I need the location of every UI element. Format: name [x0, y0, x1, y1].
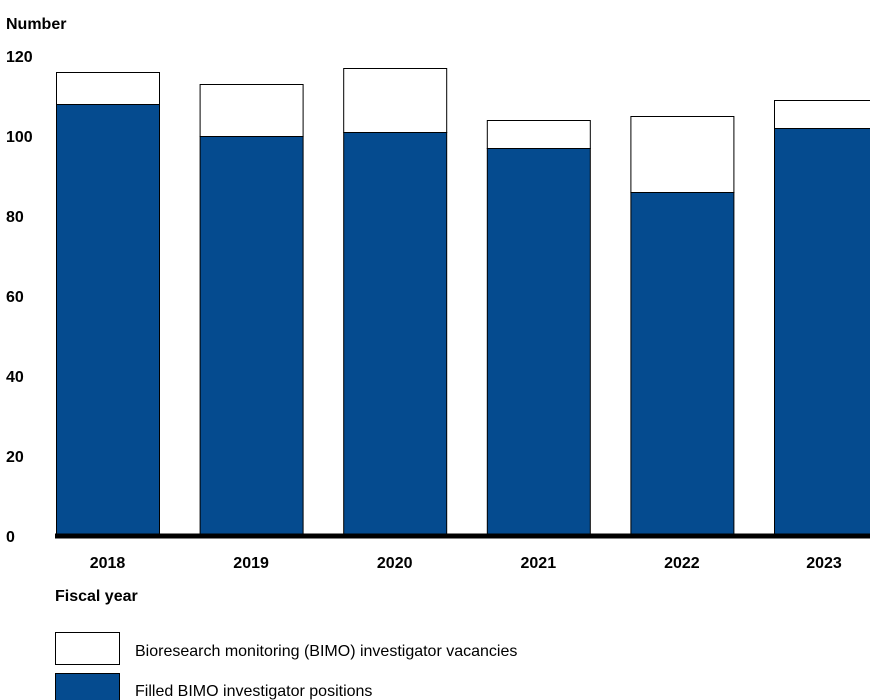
bar-vacancies	[343, 68, 448, 133]
legend-item-filled: Filled BIMO investigator positions	[55, 673, 372, 700]
y-tick-label: 120	[6, 49, 33, 66]
bar-filled-positions	[630, 192, 735, 537]
legend-swatch-vacancies	[55, 632, 120, 665]
y-tick-label: 40	[6, 369, 24, 386]
bar-vacancies	[199, 84, 304, 137]
y-tick-label: 60	[6, 289, 24, 306]
x-axis-title: Fiscal year	[55, 588, 138, 605]
bar-filled-positions	[774, 128, 870, 537]
y-axis-title: Number	[6, 16, 66, 33]
x-tick-label: 2021	[521, 555, 557, 572]
legend-swatch-filled	[55, 673, 120, 700]
y-tick-label: 100	[6, 129, 33, 146]
bar-filled-positions	[486, 148, 591, 537]
bar-filled-positions	[343, 132, 448, 537]
x-tick-label: 2022	[664, 555, 700, 572]
legend-label-vacancies: Bioresearch monitoring (BIMO) investigat…	[135, 643, 517, 660]
y-tick-label: 80	[6, 209, 24, 226]
x-tick-labels: 2018 2019 2020 2021 2022 2023	[90, 555, 842, 572]
legend: Bioresearch monitoring (BIMO) investigat…	[55, 632, 517, 700]
bar-filled-positions	[199, 136, 304, 537]
x-tick-label: 2019	[233, 555, 269, 572]
bars	[56, 68, 870, 537]
x-tick-label: 2020	[377, 555, 413, 572]
y-tick-label: 20	[6, 449, 24, 466]
bar-vacancies	[774, 100, 870, 129]
y-tick-labels: 0 20 40 60 80 100 120	[6, 49, 33, 546]
legend-label-filled: Filled BIMO investigator positions	[135, 683, 372, 700]
bar-filled-positions	[56, 104, 160, 537]
bar-vacancies	[486, 120, 591, 149]
legend-item-vacancies: Bioresearch monitoring (BIMO) investigat…	[55, 632, 517, 665]
x-tick-label: 2023	[806, 555, 842, 572]
x-tick-label: 2018	[90, 555, 126, 572]
y-tick-label: 0	[6, 529, 15, 546]
bar-vacancies	[56, 72, 160, 105]
bar-vacancies	[630, 116, 735, 193]
